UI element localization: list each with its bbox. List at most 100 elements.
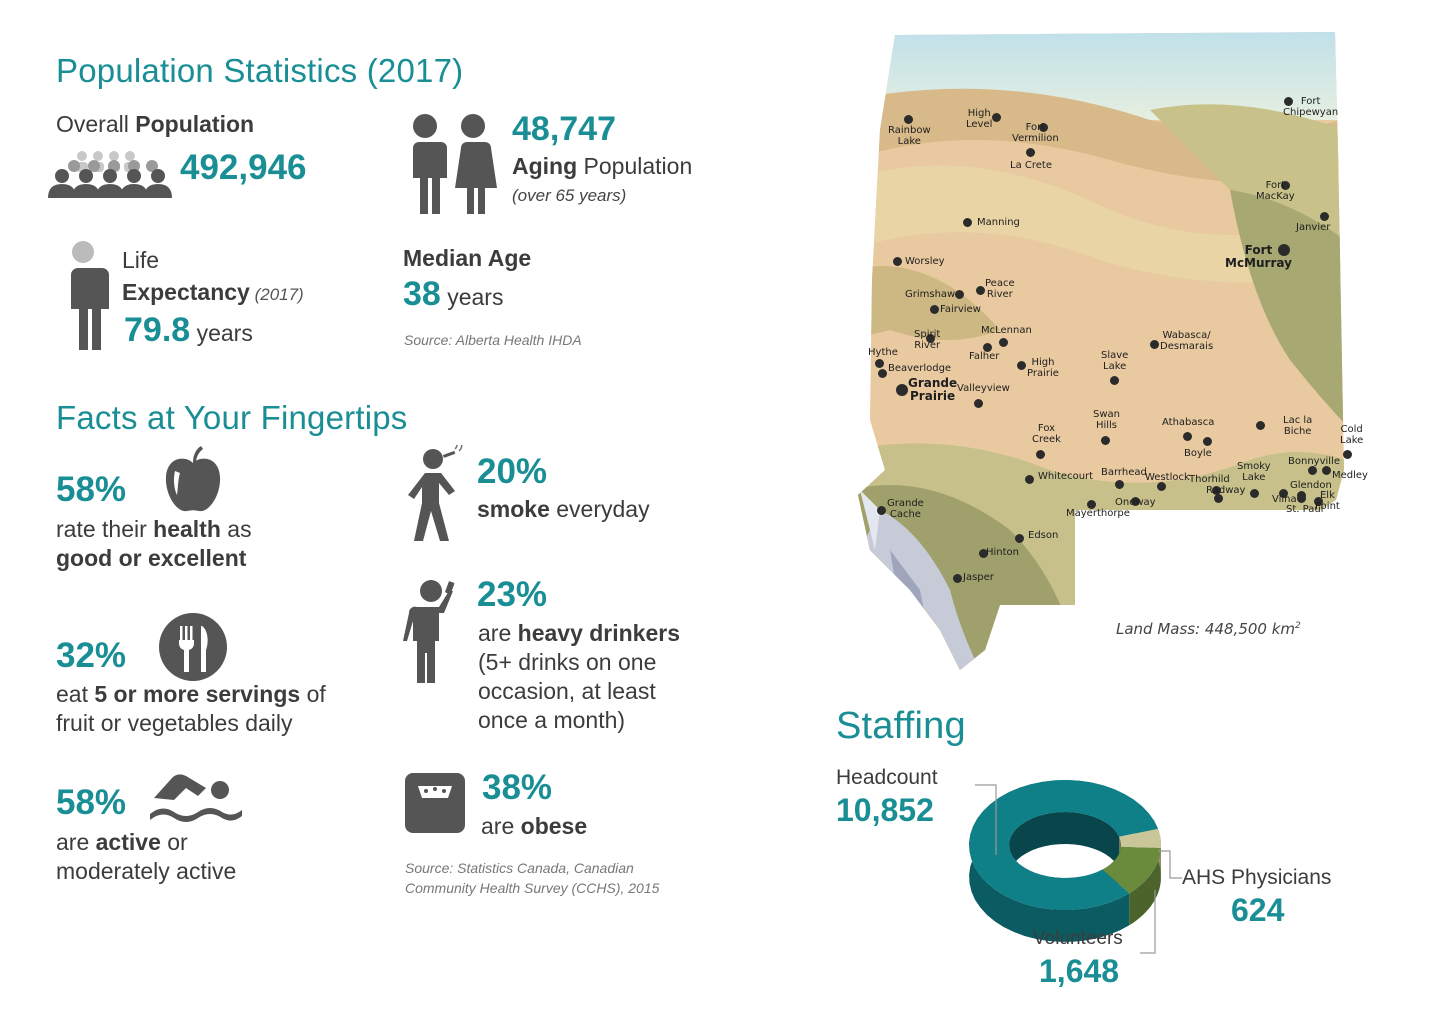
city-dot-fort-chipewyan [1284,97,1293,106]
fact-drink-pre: are [478,620,518,646]
city-dot-spirit-river [926,334,935,343]
city-label-boyle: Boyle [1184,448,1212,459]
headcount-label: Headcount [836,766,938,789]
staffing-heading: Staffing [836,705,966,747]
fact-servings-pre: eat [56,681,95,707]
city-label-janvier: Janvier [1296,222,1331,233]
ring-segment-ahs-physicians [1119,828,1161,849]
city-dot-janvier [1320,212,1329,221]
fact-drink-line2: (5+ drinks on one [478,649,657,675]
city-dot-slave-lake [1110,376,1119,385]
leader-lines [975,784,1182,954]
land-mass-label: Land Mass: 448,500 km2 [1116,620,1301,638]
city-dot-fort-mcmurray [1278,244,1290,256]
city-label-edson: Edson [1028,530,1059,541]
facts-source: Source: Statistics Canada, Canadian Comm… [405,858,659,898]
city-dot-la-crete [1026,148,1035,157]
swimmer-icon [150,774,242,822]
fact-drink-bold: heavy drinkers [517,620,681,646]
city-dot-whitecourt [1025,475,1034,484]
fact-obese-text: are obese [481,812,587,841]
city-label-peace-river: Peace River [985,278,1015,300]
fact-servings-pct: 32% [56,636,127,675]
city-label-elk-point: Elk Point [1315,490,1340,512]
city-dot-fox-creek [1036,450,1045,459]
city-label-mayerthorpe: Mayerthorpe [1066,508,1130,519]
ring-top [969,780,1161,910]
population-heading: Population Statistics (2017) [56,52,464,89]
overall-population-label: Overall Population [56,110,254,139]
city-label-fort-vermilion: Fort Vermilion [1012,122,1059,144]
city-label-whitecourt: Whitecourt [1038,471,1094,482]
city-label-manning: Manning [977,217,1020,228]
fact-smoke-pct: 20% [477,452,548,491]
fact-active-post: or [160,829,188,855]
city-label-smoky-lake: Smoky Lake [1237,461,1271,483]
city-dot-hythe [875,359,884,368]
map-shape [858,32,1344,670]
fact-obese-pct: 38% [482,768,553,807]
fact-health-text: rate their health as good or excellent [56,515,252,573]
city-dot-boyle [1203,437,1212,446]
city-label-medley: Medley [1332,470,1368,481]
city-dot-grande-cache [877,506,886,515]
city-dot-grimshaw [955,290,964,299]
city-dot-manning [963,218,972,227]
city-label-westlock: Westlock [1145,472,1190,483]
city-label-spirit-river: Spirit River [914,329,941,351]
city-dot-high-level [992,113,1001,122]
fact-active-pre: are [56,829,96,855]
median-age-value: 38 years [403,275,503,314]
headcount-value: 10,852 [836,792,934,828]
drinker-icon [403,580,455,683]
city-label-grimshaw: Grimshaw [905,289,956,300]
fact-drink-pct: 23% [477,575,548,614]
city-label-glendon: Glendon [1290,480,1332,491]
fact-obese-pre: are [481,813,521,839]
couple-icon [409,114,497,214]
city-label-fort-mackay: Fort MacKay [1256,180,1295,202]
city-dot-elk-point [1314,497,1323,506]
city-dot-rainbow-lake [904,115,913,124]
aging-population-label: Aging Population [512,152,692,181]
city-dot-jasper [953,574,962,583]
fact-health-pct: 58% [56,470,127,509]
life-label-note: (2017) [249,285,304,304]
crowd-icon [48,151,172,198]
land-mass-text: Land Mass: 448,500 km [1116,620,1296,638]
city-dot-beaverlodge [878,369,887,378]
life-unit: years [190,320,253,346]
facts-source-line1: Source: Statistics Canada, Canadian [405,860,634,876]
city-label-high-level: High Level [966,108,993,130]
city-dot-peace-river [976,286,985,295]
alberta-map: Fort Chipewyan High Level Rainbow Lake Fort… [850,30,1370,670]
median-unit: years [440,284,504,310]
city-dot-thorhild [1212,486,1221,495]
city-label-grande-cache: Grande Cache [887,498,924,520]
city-label-grande-prairie: Grande Prairie [908,376,958,403]
overall-label-bold: Population [135,111,255,137]
city-label-lac-la-biche: Lac la Biche [1283,415,1313,437]
fact-health-post: as [220,516,252,542]
city-label-radway: Radway [1206,485,1246,496]
life-label-2: Expectancy (2017) [122,278,304,309]
staffing-ring-chart [969,780,1182,954]
fact-health-pre: rate their [56,516,154,542]
city-dot-athabasca [1183,432,1192,441]
city-dot-hinton [979,549,988,558]
fact-smoke-text: smoke everyday [477,495,650,524]
city-dot-barrhead [1115,480,1124,489]
city-dot-mclennan [999,338,1008,347]
overall-label-text: Overall [56,111,136,137]
city-dot-worsley [893,257,902,266]
fact-smoke-bold: smoke [477,496,550,522]
city-label-slave-lake: Slave Lake [1101,350,1129,372]
city-dot-onoway [1131,497,1140,506]
city-label-thorhild: Thorhild [1189,474,1230,485]
city-label-rainbow-lake: Rainbow Lake [888,125,931,147]
smoker-icon [408,445,463,541]
city-label-falher: Falher [969,351,1000,362]
aging-label-rest: Population [577,153,693,179]
city-label-vilna: Vilna [1272,494,1297,505]
city-dot-glendon [1279,489,1288,498]
